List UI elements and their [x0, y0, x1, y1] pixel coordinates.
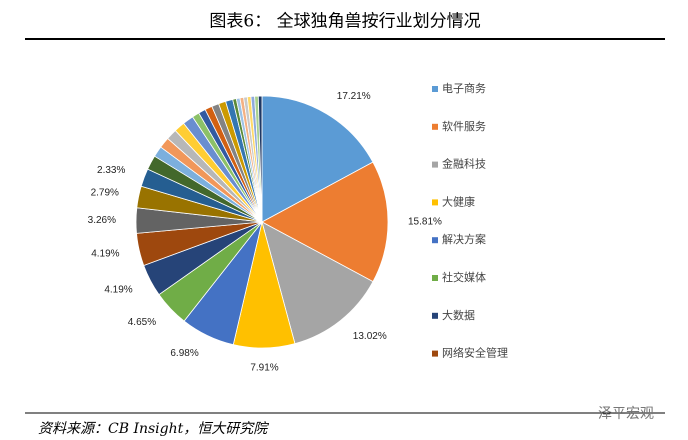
data-label: 15.81% — [408, 216, 442, 227]
data-label: 13.02% — [353, 331, 387, 342]
legend-swatch — [432, 199, 438, 206]
data-label: 4.19% — [104, 284, 132, 295]
legend-swatch — [432, 350, 438, 357]
legend-label: 大健康 — [442, 194, 475, 208]
legend-swatch — [432, 312, 438, 319]
data-label: 2.79% — [91, 188, 119, 199]
legend-label: 大数据 — [442, 308, 475, 322]
legend-swatch — [432, 123, 438, 130]
legend-swatch — [432, 86, 438, 92]
data-label: 2.33% — [97, 165, 125, 176]
watermark: 泽平宏观 — [598, 406, 654, 422]
legend-label: 社交媒体 — [442, 270, 486, 284]
legend-swatch — [432, 161, 438, 168]
pie-slice — [261, 161, 389, 283]
pie-slice — [261, 95, 374, 223]
legend-label: 解决方案 — [442, 232, 486, 246]
legend-label: 电子商务 — [442, 81, 486, 95]
data-label: 3.26% — [88, 215, 116, 226]
source: 资料来源：CB Insight，恒大研究院 — [38, 421, 269, 437]
data-label: 6.98% — [170, 348, 198, 359]
pie-slice — [261, 221, 374, 345]
legend-label: 金融科技 — [442, 157, 486, 171]
data-label: 17.21% — [337, 91, 371, 102]
legend-label: 软件服务 — [442, 119, 486, 133]
legend-swatch — [432, 237, 438, 244]
data-label: 4.65% — [128, 317, 156, 328]
legend-label: 网络安全管理 — [442, 346, 508, 360]
data-label: 4.19% — [91, 249, 119, 260]
data-label: 7.91% — [250, 363, 278, 374]
legend-swatch — [432, 275, 438, 281]
pie-slice — [257, 95, 263, 223]
chart-title: 图表6： 全球独角兽按行业划分情况 — [209, 12, 480, 32]
